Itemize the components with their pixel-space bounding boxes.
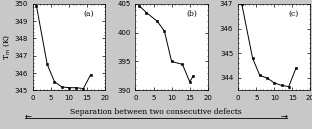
Text: (b): (b) [186, 10, 197, 18]
Text: ←: ← [25, 112, 32, 121]
Text: (c): (c) [289, 10, 299, 18]
Text: (a): (a) [83, 10, 94, 18]
Y-axis label: T$_{m}$ (K): T$_{m}$ (K) [2, 34, 12, 60]
Text: Separation between two consecutive defects: Separation between two consecutive defec… [70, 108, 242, 116]
Text: →: → [280, 112, 287, 121]
